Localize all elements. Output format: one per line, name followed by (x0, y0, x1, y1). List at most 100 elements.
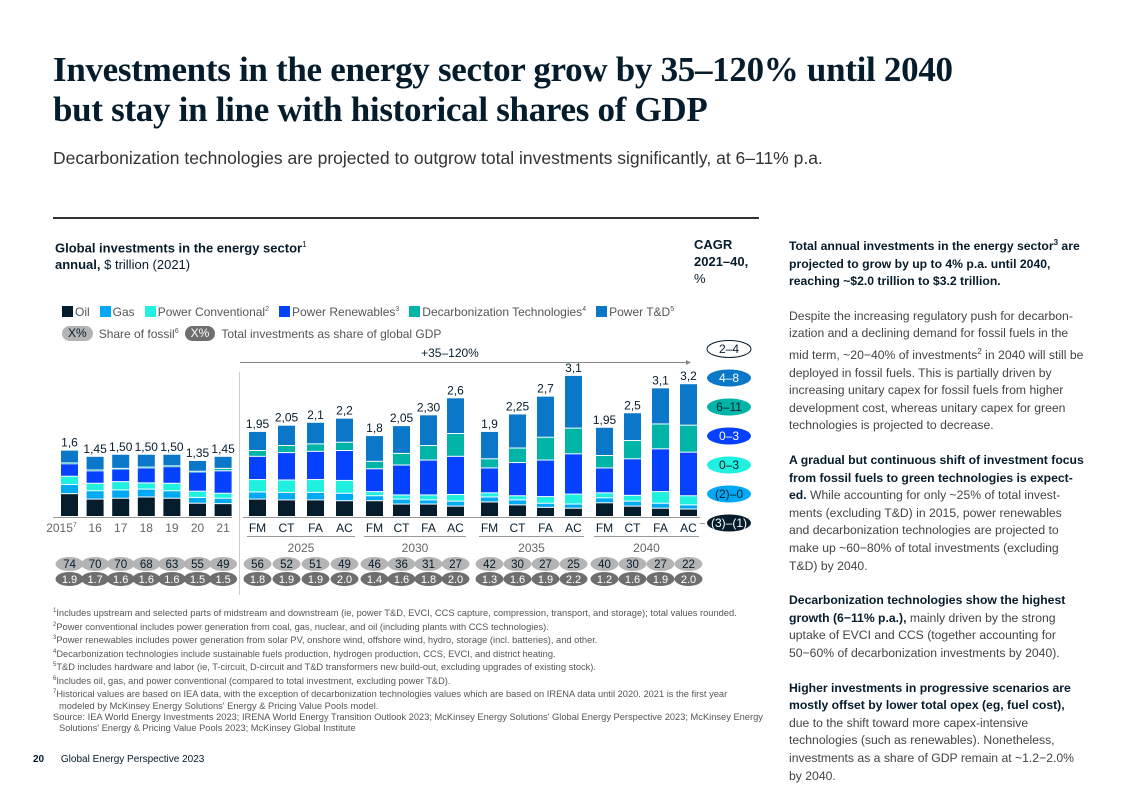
fossil-share-pill (243, 557, 272, 571)
footnote-2: 2Power conventional includes power gener… (53, 620, 763, 634)
cagr-header: CAGR 2021–40, % (694, 236, 748, 287)
legend-item-gas: Gas (99, 305, 135, 319)
bar-segment-oil (307, 500, 324, 516)
bar-segment-power-renewables (537, 460, 554, 497)
fossil-share-pill (209, 557, 238, 571)
x-tick-label: FA (538, 521, 553, 535)
cagr-pill-power-renewables (707, 427, 751, 445)
x-tick-label: FM (366, 521, 383, 535)
gdp-share-value: 1.6 (139, 574, 154, 586)
bar-total-label: 1,35 (186, 446, 210, 460)
cagr-pill-power-t-d (707, 369, 751, 387)
bar-total-label: 3,1 (565, 361, 582, 375)
x-tick-label: 16 (88, 521, 102, 535)
x-tick-label: AC (447, 521, 464, 535)
cagr-pill-gas (707, 485, 751, 503)
gdp-share-value: 1.4 (367, 574, 382, 586)
legend-item-power-renewables: Power Renewables3 (279, 305, 399, 319)
legend-swatch-power-renewables (279, 306, 290, 317)
fossil-share-value: 51 (309, 559, 322, 571)
bar-segment-power-t-d (249, 431, 266, 451)
gdp-share-pill (360, 572, 389, 586)
bar-segment-decarbonization-technologies (509, 448, 526, 463)
gdp-share-value: 1.5 (215, 574, 230, 586)
bar-segment-decarbonization-technologies (61, 463, 78, 464)
footnote-4: 4Decarbonization technologies include su… (53, 647, 763, 661)
bar-segment-power-conventional (163, 483, 181, 491)
growth-annotation: +35–120% (421, 346, 479, 360)
bar-segment-decarbonization-technologies (420, 446, 437, 460)
fossil-share-value: 25 (567, 559, 580, 571)
gdp-share-pill (209, 572, 238, 586)
bar-segment-decarbonization-technologies (565, 428, 582, 454)
gdp-share-pill (441, 572, 470, 586)
bar-total-label: 3,2 (680, 369, 697, 383)
gdp-legend-label: Total investments as share of global GDP (221, 326, 442, 341)
gdp-pill-sample: X% (184, 326, 216, 341)
bar-segment-power-renewables (481, 468, 498, 493)
bar-segment-gas (214, 498, 232, 504)
bar-segment-oil (163, 498, 181, 516)
cagr-value: (2)–0 (715, 487, 743, 501)
legend-label: Gas (112, 305, 135, 319)
fossil-share-pill (330, 557, 359, 571)
bar-segment-power-renewables (420, 460, 437, 495)
fossil-share-pill (81, 557, 110, 571)
footnote-text: Decarbonization technologies include sus… (56, 648, 556, 659)
fossil-share-value: 68 (140, 559, 153, 571)
gdp-share-value: 1.7 (87, 574, 102, 586)
fossil-label-sup: 6 (174, 327, 179, 335)
bar-segment-oil (447, 506, 464, 516)
bar-segment-power-renewables (307, 451, 324, 480)
bar-segment-gas (447, 501, 464, 506)
chart-unit: $ trillion (2021) (100, 257, 191, 273)
chart-title: Global investments in the energy sector1… (55, 236, 307, 273)
bar-segment-power-renewables (86, 471, 104, 483)
bar-segment-gas (652, 503, 669, 508)
footnote-6: 6Includes oil, gas, and power convention… (53, 674, 763, 688)
page-title: Investments in the energy sector grow by… (53, 50, 953, 129)
gdp-share-value: 1.3 (482, 574, 497, 586)
fossil-share-value: 36 (395, 559, 408, 571)
bar-segment-power-renewables (565, 454, 582, 494)
scenario-year-label: 2030 (402, 541, 429, 555)
bar-total-label: 2,6 (447, 383, 464, 397)
bar-segment-oil (336, 501, 353, 516)
bar-segment-decarbonization-technologies (624, 441, 641, 459)
gdp-share-pill (674, 572, 703, 586)
bar-segment-decarbonization-technologies (307, 444, 324, 451)
bar-segment-power-t-d (509, 414, 526, 448)
bar-segment-power-renewables (61, 464, 78, 476)
bar-total-label: 1,50 (160, 440, 184, 454)
gdp-share-pill (475, 572, 504, 586)
bar-segment-gas (307, 492, 324, 500)
fossil-share-pill (674, 557, 703, 571)
bar-segment-power-renewables (596, 468, 613, 493)
footnote-marker: 7 (53, 689, 57, 695)
bar-segment-power-t-d (652, 388, 669, 424)
fossil-share-pill (414, 557, 443, 571)
bar-segment-gas (509, 500, 526, 505)
footnote-source: Source: IEA World Energy Investments 202… (53, 712, 763, 735)
bar-total-label: 2,05 (275, 411, 299, 425)
chart-title-sup: 1 (302, 240, 307, 249)
commentary-paragraph-2: Despite the increasing regulatory push f… (789, 308, 1084, 435)
x-tick-label: CT (279, 521, 296, 535)
bar-segment-power-renewables (214, 471, 232, 493)
footnote-text: Source: IEA World Energy Investments 202… (53, 711, 763, 734)
bar-segment-gas (86, 491, 104, 499)
bar-segment-gas (420, 500, 437, 504)
bar-segment-gas (596, 498, 613, 503)
gdp-share-pill (618, 572, 647, 586)
gdp-share-value: 1.6 (113, 574, 128, 586)
bar-segment-power-renewables (112, 469, 130, 482)
fossil-share-value: 22 (682, 559, 695, 571)
bar-segment-decarbonization-technologies (249, 451, 266, 456)
fossil-share-pill (503, 557, 532, 571)
legend-swatch-decarbonization (409, 306, 421, 317)
gdp-share-value: 1.6 (510, 574, 525, 586)
bar-total-label: 2,1 (307, 408, 324, 422)
x-tick-label: AC (680, 521, 697, 535)
legend-item-oil: Oil (62, 305, 90, 319)
fossil-share-pill (441, 557, 470, 571)
